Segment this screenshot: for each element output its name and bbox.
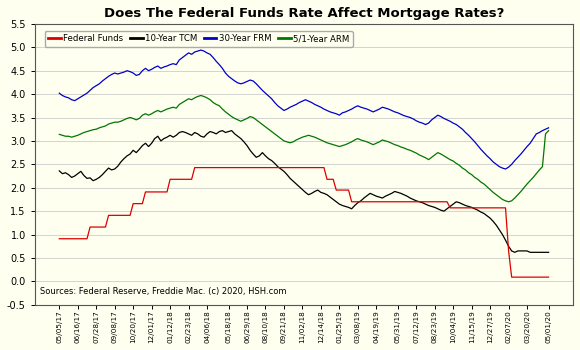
Text: Sources: Federal Reserve, Freddie Mac. (c) 2020, HSH.com: Sources: Federal Reserve, Freddie Mac. (… — [40, 287, 287, 296]
Title: Does The Federal Funds Rate Affect Mortgage Rates?: Does The Federal Funds Rate Affect Mortg… — [104, 7, 504, 20]
Legend: Federal Funds, 10-Year TCM, 30-Year FRM, 5/1-Year ARM: Federal Funds, 10-Year TCM, 30-Year FRM,… — [45, 31, 353, 47]
